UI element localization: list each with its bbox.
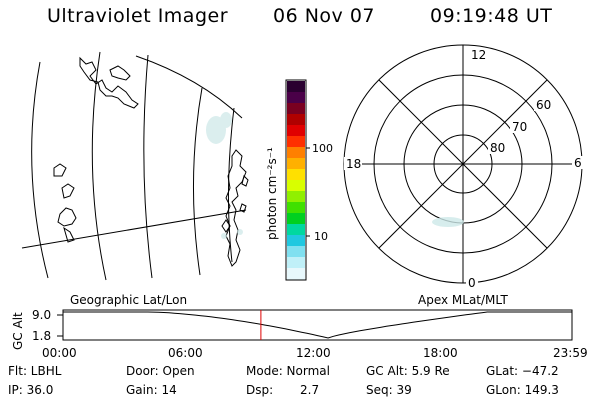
instrument-title: Ultraviolet Imager [47,5,229,27]
geo-map [21,51,249,281]
x-tick-label: 12:00 [296,346,331,360]
mode-status: Mode: Normal [246,364,330,378]
colorbar-segment [287,213,305,225]
coastline [63,226,75,243]
coastline [241,175,249,187]
colorbar-segment [287,246,305,258]
colorbar-segment [287,224,305,236]
orbit-altitude-line [63,311,572,339]
lat-label: 60 [536,98,551,112]
coastline [239,203,247,213]
y-tick-label: 9.0 [32,308,51,322]
colorbar-segment [287,235,305,247]
mlt-label-bottom: 0 [468,276,476,290]
x-tick-label: 00:00 [42,346,77,360]
colorbar-segments [287,81,305,280]
colorbar-tick-label: 10 [314,230,328,243]
colorbar-segment [287,268,305,280]
colorbar-frame [285,79,307,281]
glon-status: GLon: 149.3 [486,383,559,397]
coastline [53,163,67,177]
polar-plot-label: Apex MLat/MLT [418,293,508,307]
meridian-line [193,87,203,276]
date-label: 06 Nov 07 [273,5,376,27]
colorbar-tick-label: 100 [312,142,333,155]
coastline [57,207,77,227]
colorbar-segment [287,180,305,192]
y-tick-label: 1.8 [32,329,51,343]
polar-plot [343,44,583,284]
ip-status: IP: 36.0 [8,383,54,397]
lat-label: 80 [490,141,505,155]
meridian-line [31,61,49,279]
door-status: Door: Open [126,364,195,378]
colorbar-segment [287,202,305,214]
coastline [79,56,139,109]
timeline-frame [62,309,573,341]
meridian-line [227,107,235,263]
mlt-label-top: 12 [471,48,486,62]
time-label: 09:19:48 UT [430,5,553,27]
colorbar-segment [287,136,305,148]
colorbar-segment [287,158,305,170]
colorbar-segment [287,92,305,104]
colorbar-segment [287,191,305,203]
polar-aurora-patch [432,217,464,227]
filter-status: Flt: LBHL [8,364,62,378]
coastline [221,219,231,233]
coastline [225,149,247,267]
timeline-ylabel: GC Alt [11,312,25,350]
coastline [109,65,131,81]
colorbar-segment [287,114,305,126]
geo-map-label: Geographic Lat/Lon [70,293,187,307]
aurora-patch [206,112,243,239]
meridian-line [143,54,153,279]
gc-alt-status: GC Alt: 5.9 Re [366,364,450,378]
x-tick-label: 23:59 [553,346,588,360]
dsp-label: Dsp: [246,383,274,397]
colorbar-unit-label: photon cm⁻²s⁻¹ [265,147,279,240]
colorbar-segment [287,147,305,159]
latitude-line [21,209,247,249]
colorbar-segment [287,257,305,269]
coastline [61,183,75,199]
colorbar-segment [287,125,305,137]
colorbar-segment [287,81,305,93]
dsp-value: 2.7 [300,383,320,397]
x-tick-label: 06:00 [168,346,203,360]
mlt-label-right: 6 [574,156,582,170]
gain-status: Gain: 14 [126,383,177,397]
x-tick-label: 18:00 [423,346,458,360]
mlt-label-left: 18 [346,157,361,171]
colorbar-segment [287,169,305,181]
lat-label: 70 [512,120,527,134]
polar-axis-diagonal [378,79,548,249]
latitude-line [135,55,243,119]
glat-status: GLat: −47.2 [486,364,559,378]
seq-status: Seq: 39 [366,383,412,397]
colorbar-segment [287,103,305,115]
